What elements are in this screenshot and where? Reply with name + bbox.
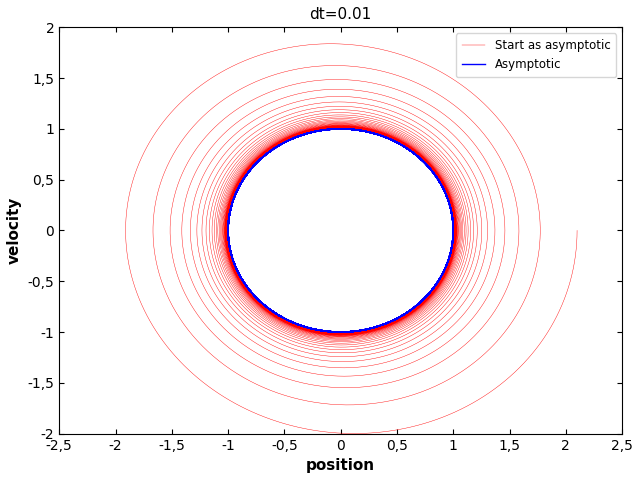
Start as asymptotic xyxy=(436,381,444,386)
Start as asymptotic xyxy=(367,325,374,331)
Asymptotic xyxy=(449,240,456,245)
Asymptotic xyxy=(449,240,456,245)
Start as asymptotic xyxy=(299,323,307,329)
Y-axis label: velocity: velocity xyxy=(7,197,22,264)
Line: Start as asymptotic: Start as asymptotic xyxy=(125,44,577,433)
Asymptotic xyxy=(229,198,237,204)
X-axis label: position: position xyxy=(306,458,375,473)
Asymptotic xyxy=(238,179,246,184)
Start as asymptotic xyxy=(335,126,342,132)
Asymptotic xyxy=(237,180,245,186)
Start as asymptotic xyxy=(371,131,379,137)
Line: Asymptotic: Asymptotic xyxy=(228,129,453,332)
Asymptotic xyxy=(225,235,232,240)
Start as asymptotic xyxy=(385,135,392,141)
Asymptotic xyxy=(337,329,344,335)
Asymptotic xyxy=(227,251,235,257)
Title: dt=0.01: dt=0.01 xyxy=(310,7,372,22)
Start as asymptotic xyxy=(328,41,335,47)
Asymptotic xyxy=(337,126,344,132)
Legend: Start as asymptotic, Asymptotic: Start as asymptotic, Asymptotic xyxy=(456,33,616,77)
Asymptotic xyxy=(449,231,457,237)
Start as asymptotic xyxy=(351,431,359,436)
Start as asymptotic xyxy=(366,325,374,331)
Start as asymptotic xyxy=(573,228,581,233)
